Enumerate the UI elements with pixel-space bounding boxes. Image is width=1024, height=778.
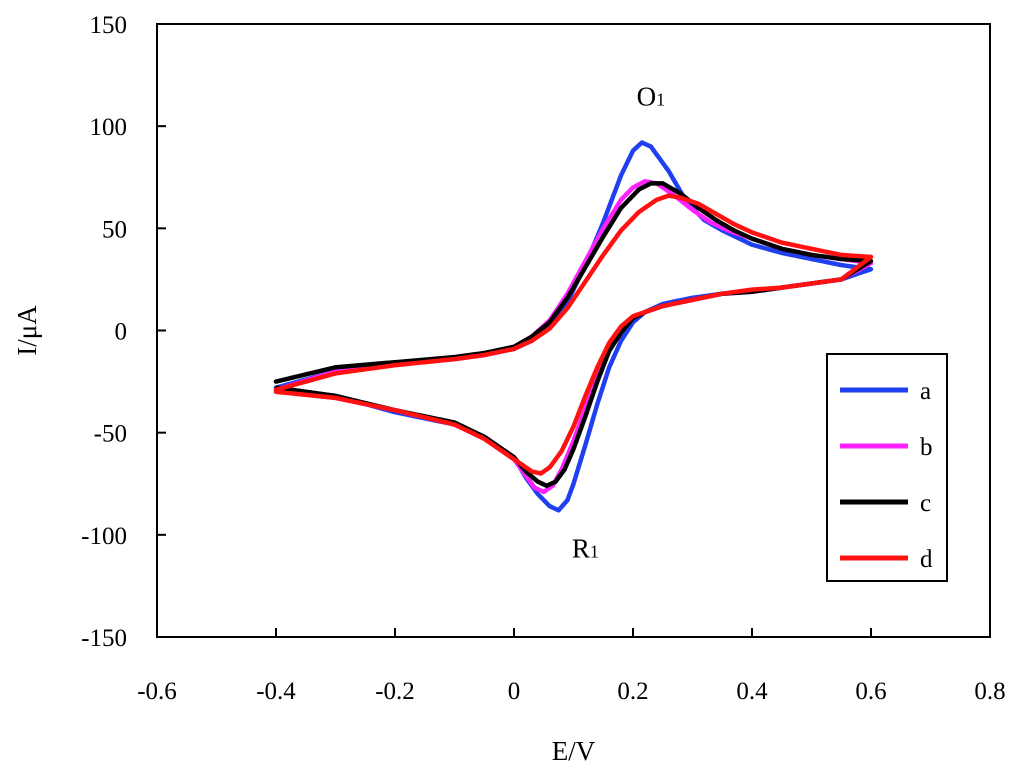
legend-label-c: c bbox=[920, 490, 931, 517]
y-tick-label: 150 bbox=[90, 12, 128, 39]
legend-label-d: d bbox=[920, 546, 933, 573]
legend: a b c d bbox=[826, 353, 948, 582]
annotation-main-text: O bbox=[637, 82, 657, 112]
legend-label-a: a bbox=[920, 378, 931, 405]
y-tick-label: -100 bbox=[81, 523, 127, 550]
x-tick-label: 0.2 bbox=[617, 678, 648, 705]
x-tick-label: 0.8 bbox=[974, 678, 1005, 705]
series-line-d bbox=[273, 193, 874, 476]
x-tick-label: 0.4 bbox=[736, 678, 768, 705]
y-tick-label: -150 bbox=[81, 625, 127, 652]
annotation-subscript: 1 bbox=[590, 541, 599, 561]
annotation-subscript: 1 bbox=[656, 90, 665, 110]
legend-items: a b c d bbox=[840, 378, 933, 573]
y-axis-title: I/μA bbox=[12, 305, 42, 356]
x-axis-title: E/V bbox=[552, 736, 596, 766]
y-tick-label: -50 bbox=[94, 421, 127, 448]
y-tick-label: 0 bbox=[115, 319, 128, 346]
x-tick-label: -0.6 bbox=[137, 678, 177, 705]
oxidation-peak-annotation: O1 bbox=[637, 82, 666, 112]
annotation-main-text: R bbox=[572, 533, 590, 563]
x-tick-label: -0.2 bbox=[375, 678, 415, 705]
y-tick-label: 100 bbox=[90, 114, 128, 141]
x-tick-label: 0 bbox=[508, 678, 521, 705]
x-tick-label: -0.4 bbox=[256, 678, 296, 705]
x-tick-label: 0.6 bbox=[855, 678, 886, 705]
series-layer bbox=[273, 140, 874, 513]
reduction-peak-annotation: R1 bbox=[572, 533, 599, 563]
y-tick-label: 50 bbox=[102, 216, 127, 243]
ticks-layer: -0.6 -0.4 -0.2 0 0.2 0.4 0.6 0.8 -150 -100 -50 0 50 1… bbox=[81, 12, 1005, 705]
series-line-a bbox=[273, 140, 874, 513]
legend-label-b: b bbox=[920, 434, 933, 461]
